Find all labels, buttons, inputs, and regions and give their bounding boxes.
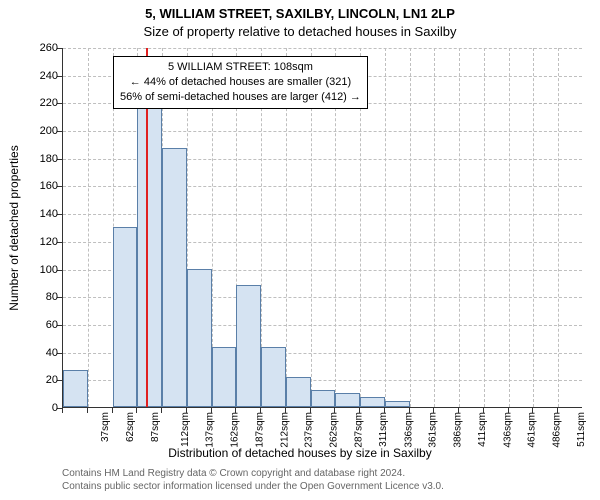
gridline-v [533,48,534,407]
x-tick-mark [62,408,63,413]
x-tick-label: 411sqm [477,412,488,447]
x-tick-label: 386sqm [453,412,464,448]
gridline-v [509,48,510,407]
x-tick-mark [285,408,286,413]
y-tick-label: 120 [40,236,58,248]
histogram-bar [236,285,261,407]
annotation-line-2: ← 44% of detached houses are smaller (32… [120,75,361,90]
chart-title-subtitle: Size of property relative to detached ho… [0,24,600,39]
x-tick-label: 461sqm [527,412,538,448]
y-tick-label: 0 [52,402,58,414]
gridline-v [459,48,460,407]
x-tick-label: 311sqm [378,412,389,447]
x-tick-label: 511sqm [576,412,587,447]
histogram-bar [261,347,286,407]
y-tick-label: 60 [46,319,58,331]
x-tick-mark [235,408,236,413]
x-tick-label: 361sqm [428,412,439,448]
chart-title-address: 5, WILLIAM STREET, SAXILBY, LINCOLN, LN1… [0,6,600,21]
y-tick-label: 240 [40,70,58,82]
gridline-v [558,48,559,407]
y-tick-label: 180 [40,153,58,165]
histogram-bar [162,148,187,407]
x-tick-mark [260,408,261,413]
x-tick-mark [87,408,88,413]
chart-container: 5, WILLIAM STREET, SAXILBY, LINCOLN, LN1… [0,0,600,500]
x-tick-mark [384,408,385,413]
x-tick-label: 212sqm [279,412,290,448]
x-tick-label: 162sqm [230,412,241,448]
histogram-bar [385,401,410,407]
x-tick-mark [334,408,335,413]
histogram-bar [212,347,237,407]
x-tick-label: 112sqm [180,412,191,447]
histogram-bar [113,227,138,407]
footer-line-1: Contains HM Land Registry data © Crown c… [62,467,444,480]
x-tick-label: 486sqm [552,412,563,448]
x-tick-mark [310,408,311,413]
plot-area: 5 WILLIAM STREET: 108sqm← 44% of detache… [62,48,582,408]
x-tick-label: 237sqm [304,412,315,448]
y-tick-label: 160 [40,180,58,192]
x-tick-mark [186,408,187,413]
x-tick-label: 436sqm [502,412,513,448]
y-tick-label: 80 [46,291,58,303]
footer-line-2: Contains public sector information licen… [62,480,444,493]
x-tick-mark [359,408,360,413]
histogram-bar [311,390,336,407]
x-tick-label: 262sqm [329,412,340,448]
y-tick-label: 20 [46,374,58,386]
x-tick-mark [211,408,212,413]
annotation-line-3: 56% of semi-detached houses are larger (… [120,90,361,105]
x-tick-mark [532,408,533,413]
gridline-v [385,48,386,407]
annotation-box: 5 WILLIAM STREET: 108sqm← 44% of detache… [113,56,368,109]
x-tick-mark [433,408,434,413]
gridline-v [410,48,411,407]
footer-attribution: Contains HM Land Registry data © Crown c… [62,467,444,493]
x-tick-mark [112,408,113,413]
y-tick-label: 100 [40,264,58,276]
y-tick-label: 260 [40,42,58,54]
annotation-line-1: 5 WILLIAM STREET: 108sqm [120,60,361,75]
y-tick-label: 40 [46,347,58,359]
y-tick-label: 140 [40,208,58,220]
y-tick-label: 220 [40,97,58,109]
x-tick-label: 37sqm [100,412,111,442]
x-tick-label: 137sqm [205,412,216,448]
gridline-v [88,48,89,407]
x-tick-label: 62sqm [125,412,136,442]
histogram-bar [63,370,88,407]
y-tick-label: 200 [40,125,58,137]
x-axis-label: Distribution of detached houses by size … [0,446,600,460]
y-axis-label: Number of detached properties [7,145,21,310]
histogram-bar [360,397,385,407]
histogram-bar [137,101,162,407]
x-tick-mark [508,408,509,413]
x-tick-label: 287sqm [354,412,365,448]
gridline-v [434,48,435,407]
x-tick-mark [409,408,410,413]
x-tick-label: 336sqm [403,412,414,448]
x-tick-mark [136,408,137,413]
histogram-bar [335,393,360,407]
gridline-v [484,48,485,407]
x-tick-mark [483,408,484,413]
x-tick-mark [557,408,558,413]
histogram-bar [286,377,311,407]
histogram-bar [187,269,212,407]
x-tick-mark [161,408,162,413]
x-tick-label: 87sqm [150,412,161,442]
x-tick-label: 187sqm [255,412,266,448]
x-tick-mark [458,408,459,413]
gridline-h [63,48,582,49]
